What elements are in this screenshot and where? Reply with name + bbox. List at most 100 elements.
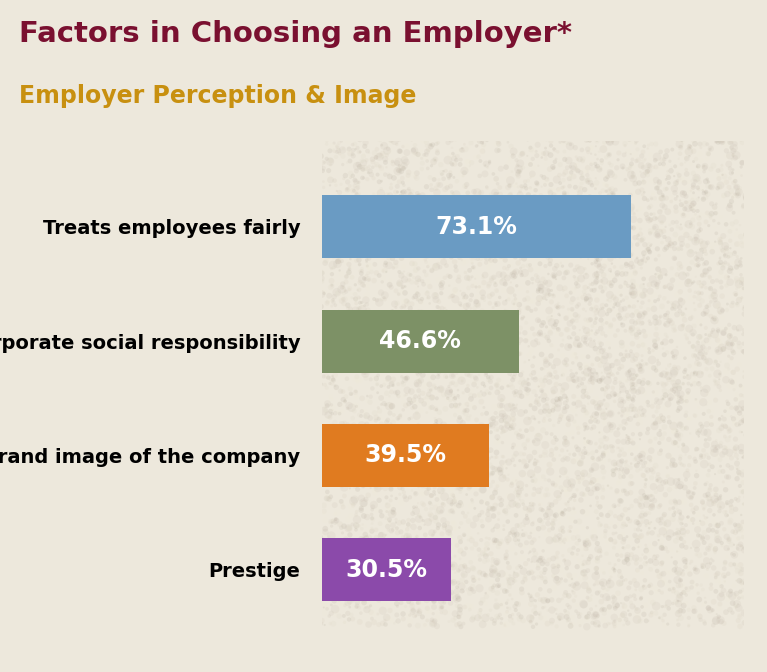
Point <box>366 429 378 439</box>
Point <box>653 187 666 198</box>
Point <box>726 607 739 618</box>
Point <box>410 172 422 183</box>
Point <box>608 593 621 604</box>
Point <box>611 464 623 474</box>
Point <box>517 108 529 119</box>
Point <box>427 72 439 83</box>
Point <box>570 605 582 616</box>
Point <box>637 97 650 108</box>
Point <box>685 515 697 526</box>
Point <box>423 206 436 217</box>
Point <box>623 260 635 271</box>
Point <box>486 275 498 286</box>
Point <box>478 213 490 224</box>
Point <box>620 614 632 625</box>
Point <box>450 484 463 495</box>
Point <box>594 376 606 386</box>
Point <box>693 377 705 388</box>
Point <box>385 62 397 73</box>
Point <box>489 616 501 626</box>
Point <box>329 238 341 249</box>
Point <box>622 280 634 291</box>
Point <box>358 360 370 370</box>
Point <box>653 414 666 425</box>
Point <box>618 150 630 161</box>
Point <box>636 87 648 98</box>
Point <box>674 196 686 206</box>
Point <box>361 309 374 320</box>
Point <box>619 68 631 79</box>
Point <box>470 199 482 210</box>
Point <box>746 421 758 431</box>
Point <box>384 578 396 589</box>
Point <box>446 239 458 249</box>
Point <box>430 154 442 165</box>
Point <box>576 70 588 81</box>
Point <box>680 396 693 407</box>
Point <box>663 127 675 138</box>
Point <box>515 562 527 573</box>
Point <box>689 606 701 617</box>
Point <box>439 303 451 314</box>
Point <box>604 575 616 585</box>
Point <box>659 184 671 195</box>
Point <box>745 200 757 210</box>
Point <box>742 382 754 392</box>
Point <box>543 554 555 565</box>
Point <box>461 235 473 245</box>
Point <box>528 89 540 100</box>
Point <box>397 405 410 415</box>
Point <box>630 349 643 360</box>
Point <box>680 474 692 485</box>
Point <box>706 239 718 250</box>
Point <box>726 136 738 147</box>
Point <box>752 578 765 589</box>
Point <box>379 203 391 214</box>
Point <box>371 551 384 562</box>
Point <box>608 261 621 272</box>
Point <box>297 58 309 69</box>
Point <box>723 423 735 434</box>
Point <box>730 59 742 70</box>
Point <box>626 449 638 460</box>
Point <box>515 408 527 419</box>
Point <box>673 442 685 452</box>
Point <box>347 99 359 110</box>
Point <box>664 193 676 204</box>
Point <box>752 575 765 586</box>
Point <box>724 431 736 442</box>
Point <box>630 136 643 146</box>
Point <box>660 567 673 578</box>
Point <box>500 569 512 580</box>
Point <box>634 365 647 376</box>
Point <box>410 308 423 319</box>
Point <box>528 75 541 85</box>
Point <box>365 201 377 212</box>
Point <box>406 127 418 138</box>
Point <box>375 455 387 466</box>
Point <box>624 239 637 250</box>
Point <box>584 65 597 75</box>
Point <box>474 156 486 167</box>
Point <box>739 323 752 334</box>
Point <box>343 212 355 223</box>
Point <box>377 148 389 159</box>
Point <box>690 231 703 242</box>
Point <box>433 449 446 460</box>
Point <box>747 325 759 336</box>
Point <box>300 84 312 95</box>
Point <box>640 397 652 408</box>
Point <box>638 339 650 350</box>
Point <box>431 607 443 618</box>
Point <box>505 480 518 491</box>
Point <box>539 142 551 153</box>
Point <box>572 476 584 487</box>
Point <box>427 73 439 83</box>
Point <box>454 604 466 615</box>
Point <box>339 546 351 557</box>
Point <box>450 620 463 630</box>
Point <box>368 577 380 587</box>
Point <box>550 551 562 562</box>
Point <box>355 411 367 421</box>
Point <box>495 392 508 403</box>
